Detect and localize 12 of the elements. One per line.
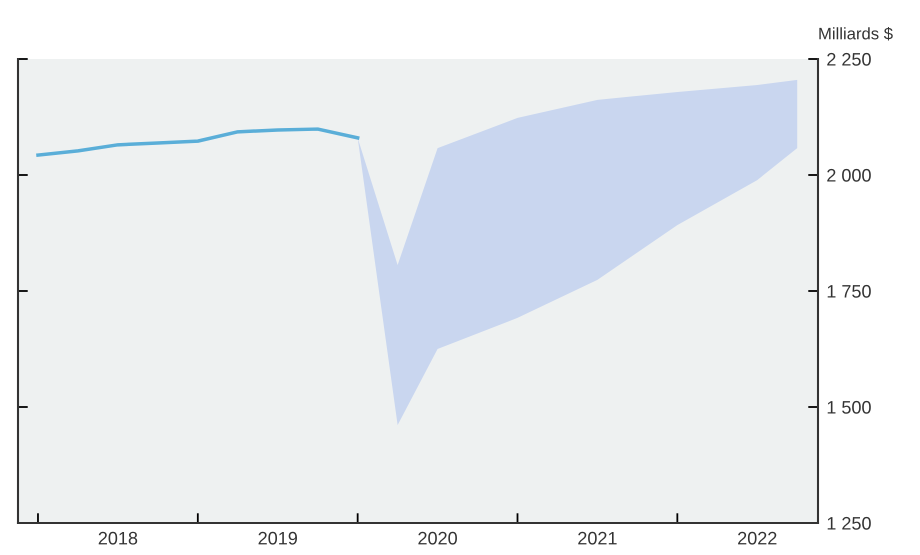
y-tick-label: 2 250 bbox=[827, 52, 871, 66]
y-axis-title: Milliards $ bbox=[819, 26, 893, 40]
x-tick-label: 2022 bbox=[738, 532, 776, 545]
y-tick-label: 2 000 bbox=[827, 168, 871, 182]
x-tick-label: 2021 bbox=[578, 532, 617, 545]
x-tick-label: 2019 bbox=[258, 532, 297, 545]
line-series bbox=[36, 127, 360, 157]
y-tick-label: 1 250 bbox=[828, 516, 871, 530]
y-tick-label: 1 750 bbox=[828, 284, 871, 298]
y-tick-label: 1 500 bbox=[828, 400, 871, 414]
x-tick-label: 2020 bbox=[418, 532, 457, 545]
x-tick-label: 2018 bbox=[98, 532, 138, 545]
